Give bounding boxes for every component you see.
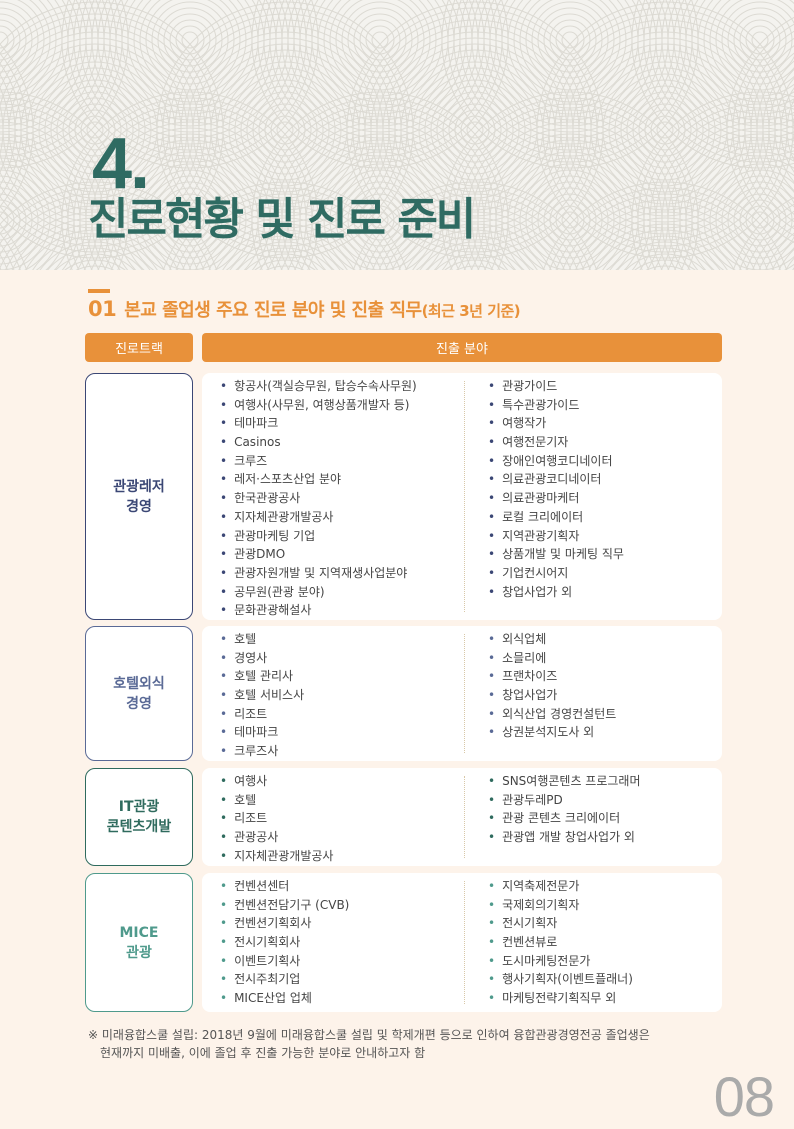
list-item: 레저·스포츠산업 분야 xyxy=(220,470,417,489)
list-item: 지역관광기획자 xyxy=(488,527,624,546)
list-item: 여행사(사무원, 여행상품개발자 등) xyxy=(220,396,417,415)
list-item: 문화관광해설사 xyxy=(220,601,417,620)
track-label: MICE 관광 xyxy=(85,873,193,1012)
list-item: 컨벤션뷰로 xyxy=(488,933,633,952)
list-item: 의료관광마케터 xyxy=(488,489,624,508)
column-divider xyxy=(464,634,465,753)
list-item: MICE산업 업체 xyxy=(220,989,349,1008)
chapter-title: 진로현황 및 진로 준비 xyxy=(88,194,476,245)
list-item: 외식산업 경영컨설턴트 xyxy=(488,705,616,724)
list-item: 호텔 관리사 xyxy=(220,667,304,686)
list-item: 지역축제전문가 xyxy=(488,877,633,896)
list-item: 전시주최기업 xyxy=(220,970,349,989)
list-item: 관광가이드 xyxy=(488,377,624,396)
field-list-right: 외식업체소믈리에프랜차이즈창업사업가외식산업 경영컨설턴트상권분석지도사 외 xyxy=(488,630,616,742)
career-fields-box: 항공사(객실승무원, 탑승수속사무원)여행사(사무원, 여행상품개발자 등)테마… xyxy=(202,373,722,620)
list-item: 지자체관광개발공사 xyxy=(220,847,333,866)
list-item: 상품개발 및 마케팅 직무 xyxy=(488,545,624,564)
field-list-right: 관광가이드특수관광가이드여행작가여행전문기자장애인여행코디네이터의료관광코디네이… xyxy=(488,377,624,601)
list-item: 호텔 xyxy=(220,791,333,810)
list-item: 여행작가 xyxy=(488,414,624,433)
list-item: 로컬 크리에이터 xyxy=(488,508,624,527)
list-item: 크루즈 xyxy=(220,452,417,471)
list-item: 크루즈사 xyxy=(220,742,304,761)
chapter-number: 4. xyxy=(92,124,150,204)
section-marker xyxy=(88,289,110,293)
list-item: 테마파크 xyxy=(220,414,417,433)
list-item: Casinos xyxy=(220,433,417,452)
header-fields: 진출 분야 xyxy=(202,333,722,362)
list-item: 관광DMO xyxy=(220,545,417,564)
list-item: 전시기획자 xyxy=(488,914,633,933)
list-item: 컨벤션기획회사 xyxy=(220,914,349,933)
list-item: 컨벤션센터 xyxy=(220,877,349,896)
list-item: 도시마케팅전문가 xyxy=(488,952,633,971)
career-fields-box: 컨벤션센터컨벤션전담기구 (CVB)컨벤션기획회사전시기획회사이벤트기획사전시주… xyxy=(202,873,722,1012)
list-item: SNS여행콘텐츠 프로그래머 xyxy=(488,772,640,791)
list-item: 관광공사 xyxy=(220,828,333,847)
list-item: 장애인여행코디네이터 xyxy=(488,452,624,471)
section-title: 01 본교 졸업생 주요 진로 분야 및 진출 직무(최근 3년 기준) xyxy=(88,297,521,321)
list-item: 관광자원개발 및 지역재생사업분야 xyxy=(220,564,417,583)
list-item: 여행전문기자 xyxy=(488,433,624,452)
field-list-left: 여행사호텔리조트관광공사지자체관광개발공사 xyxy=(220,772,333,865)
list-item: 의료관광코디네이터 xyxy=(488,470,624,489)
list-item: 관광두레PD xyxy=(488,791,641,810)
field-list-right: 지역축제전문가국제회의기획자전시기획자컨벤션뷰로도시마케팅전문가행사기획자(이벤… xyxy=(488,877,633,1008)
list-item: 국제회의기획자 xyxy=(488,896,633,915)
career-fields-box: 호텔경영사호텔 관리사호텔 서비스사리조트테마파크크루즈사 외식업체소믈리에프랜차… xyxy=(202,626,722,761)
list-item: 상권분석지도사 외 xyxy=(488,723,616,742)
list-item: 호텔 xyxy=(220,630,304,649)
list-item: 전시기획회사 xyxy=(220,933,349,952)
track-label: IT관광 콘텐츠개발 xyxy=(85,768,193,866)
list-item: 테마파크 xyxy=(220,723,304,742)
track-label: 관광레저 경영 xyxy=(85,373,193,620)
list-item: 행사기획자(이벤트플래너) xyxy=(488,970,633,989)
list-item: 지자체관광개발공사 xyxy=(220,508,417,527)
list-item: 기업컨시어지 xyxy=(488,564,624,583)
header-track: 진로트랙 xyxy=(85,333,193,362)
list-item: 창업사업가 외 xyxy=(488,583,624,602)
page-number: 08 xyxy=(713,1065,775,1128)
list-item: 이벤트기획사 xyxy=(220,952,349,971)
list-item: 리조트 xyxy=(220,705,304,724)
list-item: 관광앱 개발 창업사업가 외 xyxy=(488,828,641,847)
list-item: 리조트 xyxy=(220,809,333,828)
header-banner: 4. 진로현황 및 진로 준비 xyxy=(0,0,794,270)
wave-pattern xyxy=(0,0,794,270)
field-list-left: 컨벤션센터컨벤션전담기구 (CVB)컨벤션기획회사전시기획회사이벤트기획사전시주… xyxy=(220,877,349,1008)
column-divider xyxy=(464,881,465,1004)
list-item: 창업사업가 xyxy=(488,686,616,705)
list-item: 프랜차이즈 xyxy=(488,667,616,686)
list-item: 경영사 xyxy=(220,649,304,668)
footnote: ※ 미래융합스쿨 설립: 2018년 9월에 미래융합스쿨 설립 및 학제개편 … xyxy=(88,1028,650,1060)
list-item: 특수관광가이드 xyxy=(488,396,624,415)
column-divider xyxy=(464,381,465,612)
list-item: 컨벤션전담기구 (CVB) xyxy=(220,896,349,915)
field-list-left: 항공사(객실승무원, 탑승수속사무원)여행사(사무원, 여행상품개발자 등)테마… xyxy=(220,377,417,620)
list-item: 호텔 서비스사 xyxy=(220,686,304,705)
list-item: 관광마케팅 기업 xyxy=(220,527,417,546)
list-item: 공무원(관광 분야) xyxy=(220,583,417,602)
list-item: 항공사(객실승무원, 탑승수속사무원) xyxy=(220,377,417,396)
field-list-right: SNS여행콘텐츠 프로그래머관광두레PD관광 콘텐츠 크리에이터관광앱 개발 창… xyxy=(488,772,641,847)
list-item: 관광 콘텐츠 크리에이터 xyxy=(488,809,641,828)
field-list-left: 호텔경영사호텔 관리사호텔 서비스사리조트테마파크크루즈사 xyxy=(220,630,304,761)
list-item: 마케팅전략기획직무 외 xyxy=(488,989,633,1008)
career-fields-box: 여행사호텔리조트관광공사지자체관광개발공사 SNS여행콘텐츠 프로그래머관광두레P… xyxy=(202,768,722,866)
list-item: 외식업체 xyxy=(488,630,616,649)
list-item: 소믈리에 xyxy=(488,649,616,668)
list-item: 여행사 xyxy=(220,772,333,791)
column-divider xyxy=(464,776,465,858)
track-label: 호텔외식 경영 xyxy=(85,626,193,761)
list-item: 한국관광공사 xyxy=(220,489,417,508)
